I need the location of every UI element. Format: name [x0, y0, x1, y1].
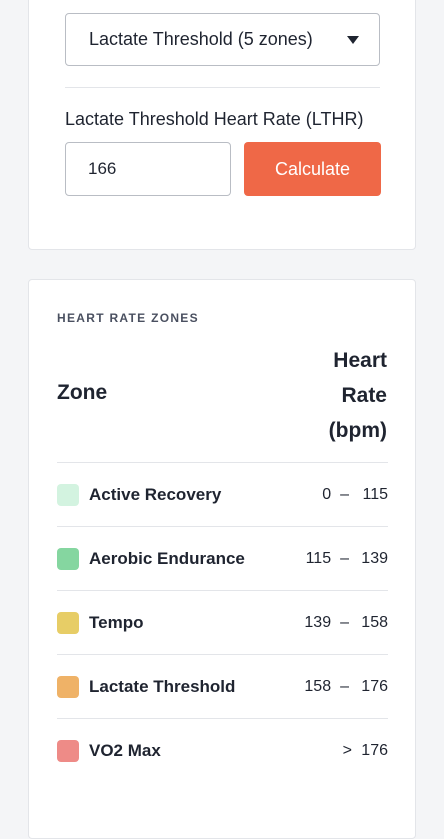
zone-low: 115	[305, 549, 332, 567]
calculate-button[interactable]: Calculate	[244, 142, 381, 196]
zone-color-swatch	[57, 675, 79, 698]
table-row: Active Recovery 0 – 115	[57, 462, 388, 526]
zone-name: Aerobic Endurance	[89, 548, 245, 568]
column-header-heart-rate-line1: Heart	[333, 349, 387, 372]
column-header-heart-rate-line3: (bpm)	[328, 419, 387, 442]
zone-color-swatch	[57, 483, 79, 506]
range-separator: –	[340, 677, 349, 695]
zone-range: 0 – 115	[303, 486, 388, 504]
zone-color-swatch	[57, 547, 79, 570]
caret-down-icon	[347, 35, 359, 44]
zone-range: > 176	[343, 742, 388, 760]
zone-color-swatch	[57, 611, 79, 634]
section-title: HEART RATE ZONES	[57, 311, 199, 325]
zone-low: 158	[304, 677, 332, 695]
calculator-card: Lactate Threshold (5 zones) Lactate Thre…	[28, 0, 416, 250]
zone-high: 176	[361, 741, 388, 759]
zone-method-select[interactable]: Lactate Threshold (5 zones)	[65, 13, 380, 66]
column-header-heart-rate: Heart Rate (bpm)	[287, 343, 387, 448]
zone-method-select-value: Lactate Threshold (5 zones)	[89, 29, 313, 49]
zone-range: 158 – 176	[303, 678, 388, 696]
zone-name: Tempo	[89, 612, 144, 632]
zone-range: 139 – 158	[303, 614, 388, 632]
zone-high: 176	[361, 677, 388, 695]
heart-rate-zones-card: HEART RATE ZONES Zone Heart Rate (bpm) A…	[28, 279, 416, 839]
zones-table: Active Recovery 0 – 115 Aerobic Enduranc…	[57, 462, 388, 782]
zone-name: VO2 Max	[89, 740, 161, 760]
zone-low: 0	[322, 485, 332, 503]
table-row: Tempo 139 – 158	[57, 590, 388, 654]
zone-name: Active Recovery	[89, 484, 222, 504]
lthr-label: Lactate Threshold Heart Rate (LTHR)	[65, 109, 364, 129]
zone-high: 139	[361, 549, 388, 567]
zone-range: 115 – 139	[303, 550, 388, 568]
zone-high: 115	[362, 485, 388, 503]
zone-low: 139	[304, 613, 332, 631]
range-separator: –	[340, 485, 349, 503]
column-header-zone: Zone	[57, 381, 108, 404]
divider	[65, 87, 380, 88]
table-row: Aerobic Endurance 115 – 139	[57, 526, 388, 590]
greater-than-sign: >	[342, 741, 352, 759]
zone-high: 158	[361, 613, 388, 631]
table-row: VO2 Max > 176	[57, 718, 388, 782]
range-separator: –	[340, 549, 349, 567]
zone-color-swatch	[57, 739, 79, 762]
lthr-input[interactable]	[65, 142, 231, 196]
range-separator: –	[340, 613, 349, 631]
zone-name: Lactate Threshold	[89, 676, 236, 696]
table-row: Lactate Threshold 158 – 176	[57, 654, 388, 718]
column-header-heart-rate-line2: Rate	[341, 384, 387, 407]
